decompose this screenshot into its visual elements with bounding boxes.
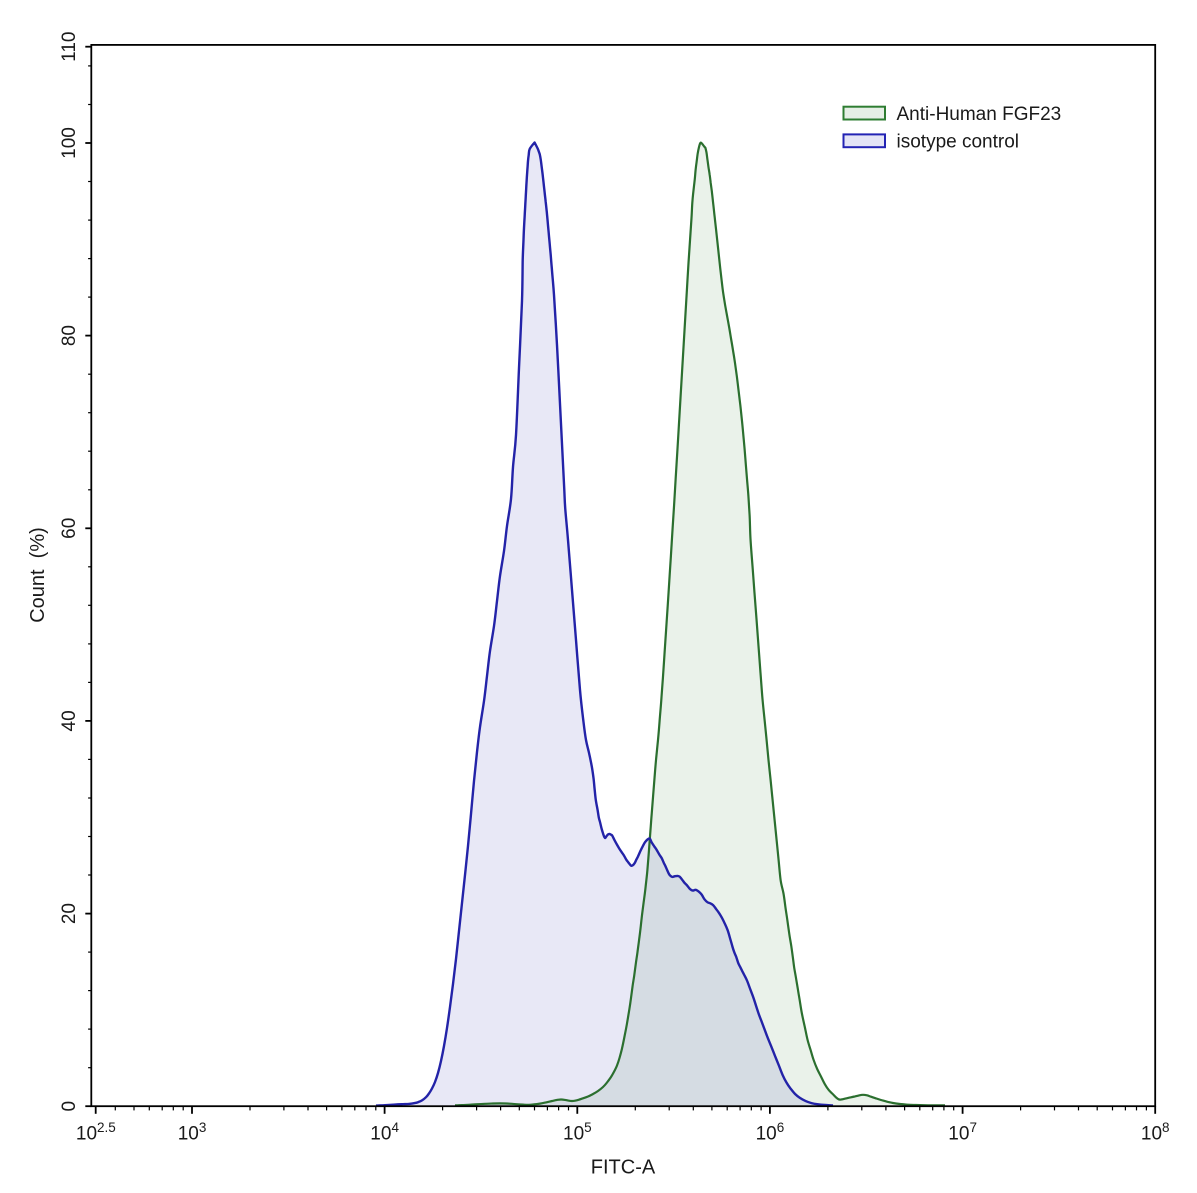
svg-text:20: 20 (59, 903, 80, 924)
svg-text:FITC-A: FITC-A (591, 1157, 656, 1179)
svg-text:40: 40 (59, 710, 80, 731)
svg-text:110: 110 (59, 32, 80, 62)
svg-text:Count (%): Count (%) (27, 527, 49, 623)
svg-text:Anti-Human FGF23: Anti-Human FGF23 (897, 104, 1062, 125)
svg-text:isotype control: isotype control (897, 132, 1020, 153)
svg-text:100: 100 (59, 127, 80, 159)
svg-text:60: 60 (59, 518, 80, 539)
svg-text:0: 0 (59, 1101, 80, 1112)
svg-text:104: 104 (370, 1120, 399, 1145)
svg-text:80: 80 (59, 325, 80, 346)
